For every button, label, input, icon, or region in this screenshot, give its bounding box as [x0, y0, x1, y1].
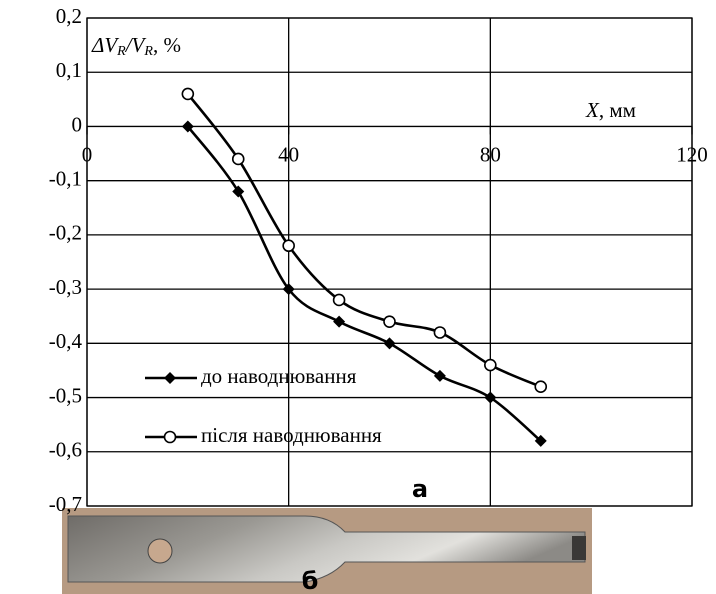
marker — [283, 240, 294, 251]
legend-label: до наводнювання — [201, 364, 357, 388]
y-axis-label-part: ΔV — [91, 33, 119, 57]
legend-label: після наводнювання — [201, 423, 382, 447]
y-tick-label: 0,2 — [56, 4, 82, 28]
y-tick-label: -0,1 — [49, 166, 82, 190]
x-axis-label: X, мм — [585, 98, 636, 122]
y-axis-label-part: /V — [125, 33, 147, 57]
annotation: а — [412, 475, 428, 503]
marker — [334, 294, 345, 305]
y-axis-label-part: R — [116, 44, 126, 59]
plot-frame — [87, 18, 692, 506]
marker — [535, 381, 546, 392]
y-tick-label: -0,4 — [49, 329, 83, 353]
y-tick-label: 0 — [72, 112, 83, 136]
y-tick-label: -0,2 — [49, 221, 82, 245]
marker — [485, 360, 496, 371]
marker — [384, 337, 396, 349]
marker — [233, 153, 244, 164]
y-axis-label-part: R — [143, 44, 153, 59]
marker — [384, 316, 395, 327]
legend-marker — [164, 372, 176, 384]
y-tick-label: -0,3 — [49, 275, 82, 299]
legend-marker — [165, 432, 176, 443]
figure: а б 0,20,10-0,1-0,2-0,3-0,4-0,5-0,6-0,70… — [0, 0, 716, 594]
y-axis-label: ΔVR/VR, % — [91, 33, 181, 59]
marker — [182, 88, 193, 99]
y-axis-label-part: , % — [153, 33, 181, 57]
marker — [434, 327, 445, 338]
y-tick-label: -0,7 — [49, 492, 82, 516]
marker — [333, 316, 345, 328]
series-line — [188, 126, 541, 440]
annotation: б — [302, 567, 319, 594]
marker — [434, 370, 446, 382]
x-axis-label-part: X — [585, 98, 600, 122]
photo — [62, 508, 592, 594]
y-tick-label: -0,5 — [49, 383, 82, 407]
x-axis-label-part: , мм — [599, 98, 636, 122]
y-tick-label: -0,6 — [49, 438, 82, 462]
y-tick-label: 0,1 — [56, 58, 82, 82]
